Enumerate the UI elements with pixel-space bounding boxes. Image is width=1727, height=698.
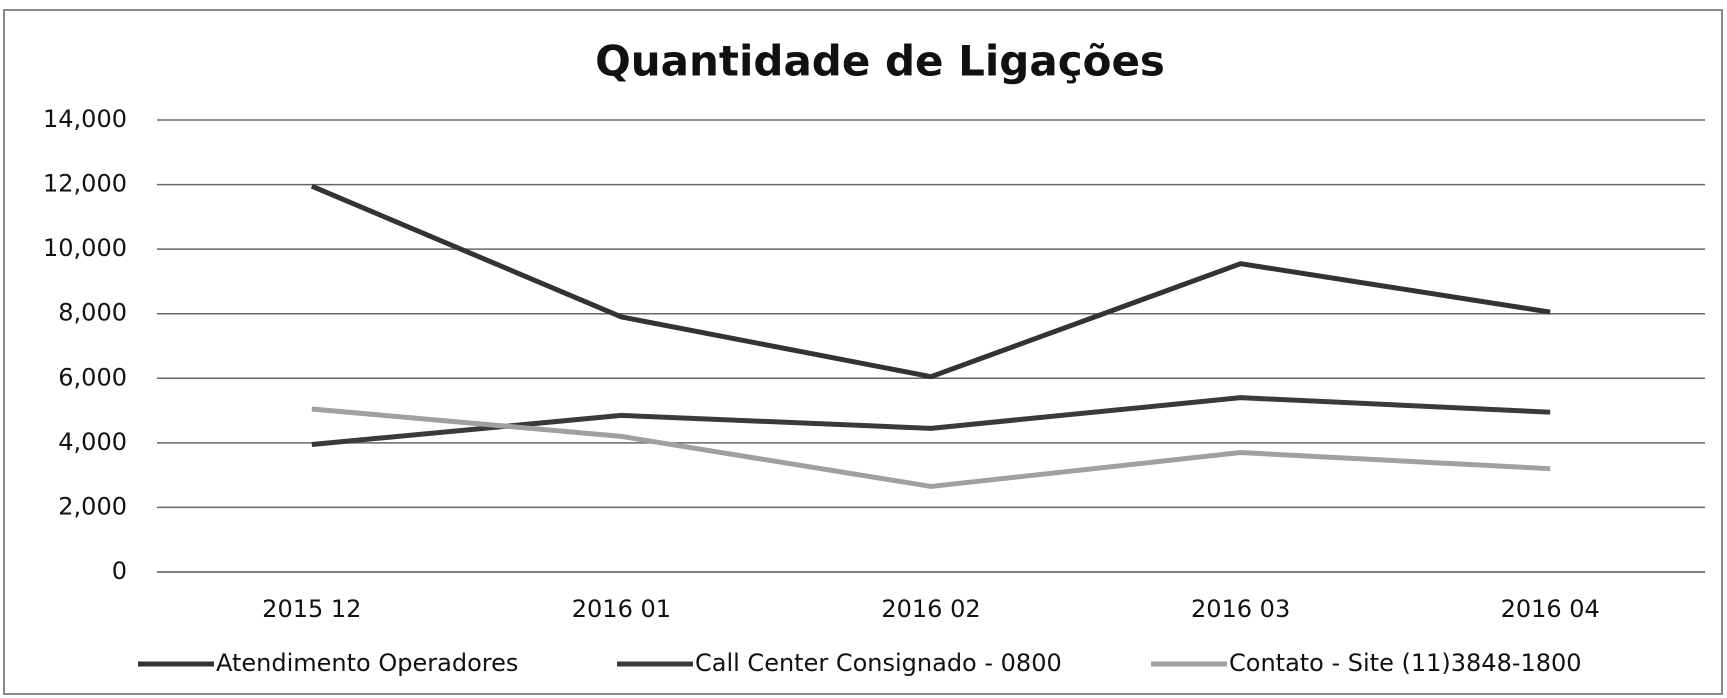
y-tick-label: 2,000 <box>58 492 127 520</box>
legend-label: Atendimento Operadores <box>216 649 518 677</box>
x-tick-label: 2016 03 <box>1191 595 1290 623</box>
series-line <box>311 406 1551 489</box>
legend-label: Call Center Consignado - 0800 <box>695 649 1062 677</box>
y-tick-label: 8,000 <box>58 299 127 327</box>
y-tick-label: 14,000 <box>43 105 127 133</box>
series-line <box>311 395 1551 447</box>
y-tick-label: 10,000 <box>43 234 127 262</box>
legend-label: Contato - Site (11)3848-1800 <box>1229 649 1582 677</box>
y-tick-label: 6,000 <box>58 363 127 391</box>
x-tick-label: 2016 02 <box>881 595 980 623</box>
chart-frame <box>3 9 1723 695</box>
series-line <box>310 183 1551 380</box>
x-tick-label: 2016 01 <box>572 595 671 623</box>
y-tick-label: 4,000 <box>58 428 127 456</box>
y-tick-label: 12,000 <box>43 170 127 198</box>
y-tick-label: 0 <box>112 557 127 585</box>
x-tick-label: 2016 04 <box>1501 595 1600 623</box>
chart-title: Quantidade de Ligações <box>595 37 1165 86</box>
x-tick-label: 2015 12 <box>262 595 361 623</box>
